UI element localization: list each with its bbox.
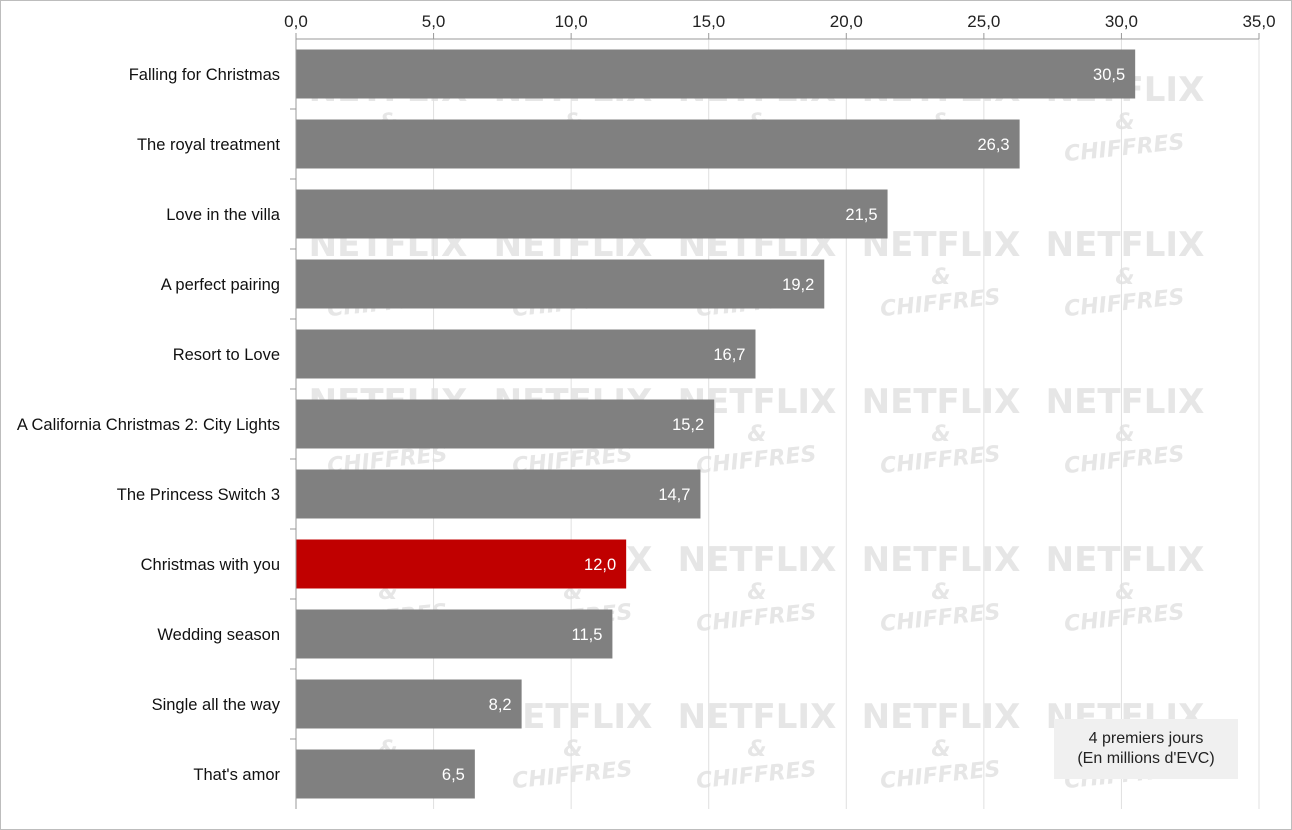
watermark-text: NETFLIX [1046, 382, 1205, 422]
watermark-logo: NETFLIX&CHIFFRES [1046, 225, 1205, 322]
bar [296, 469, 701, 519]
watermark-logo: NETFLIX&CHIFFRES [862, 540, 1021, 637]
watermark-text: CHIFFRES [879, 600, 1002, 637]
x-tick-label: 25,0 [967, 12, 1000, 31]
bars: 30,5 26,3 21,5 19,2 16,7 15,2 14,7 12,0 11,5 8,2 6… [296, 49, 1136, 799]
x-tick-label: 15,0 [692, 12, 725, 31]
data-label: 6,5 [442, 766, 465, 784]
data-label: 30,5 [1093, 66, 1125, 84]
bar [296, 49, 1136, 99]
data-label: 11,5 [572, 626, 603, 644]
data-label: 16,7 [713, 346, 745, 364]
category-label: A perfect pairing [161, 276, 280, 294]
x-tick-label: 30,0 [1105, 12, 1138, 31]
watermark-text: CHIFFRES [695, 600, 818, 637]
bar [296, 329, 756, 379]
watermark-logo: NETFLIX&CHIFFRES [678, 697, 837, 794]
watermark-text: NETFLIX [862, 225, 1021, 265]
watermark-text: NETFLIX [862, 540, 1021, 580]
x-tick-label: 0,0 [284, 12, 308, 31]
bar [296, 259, 825, 309]
watermark-text: CHIFFRES [879, 442, 1002, 479]
axes: 0,0 5,0 10,0 15,0 20,0 25,0 30,0 35,0 Falling fo… [17, 12, 1276, 809]
category-label: The Princess Switch 3 [117, 486, 280, 504]
bar [296, 189, 888, 239]
watermark-text: CHIFFRES [1063, 130, 1186, 167]
data-label: 15,2 [672, 416, 704, 434]
category-label: Love in the villa [166, 206, 281, 224]
bar [296, 679, 522, 729]
bar [296, 399, 715, 449]
watermark-text: NETFLIX [678, 540, 837, 580]
watermark-logo: NETFLIX&CHIFFRES [1046, 540, 1205, 637]
data-label: 26,3 [978, 136, 1010, 154]
bar [296, 749, 475, 799]
category-label: Christmas with you [141, 556, 280, 574]
watermark-text: & [931, 580, 950, 605]
category-label: Falling for Christmas [129, 66, 280, 84]
watermark-text: & [931, 265, 950, 290]
watermark-text: NETFLIX [862, 382, 1021, 422]
note-line-1: 4 premiers jours [1088, 730, 1204, 747]
watermark-text: & [747, 422, 766, 447]
watermark-text: NETFLIX [678, 697, 837, 737]
watermark-text: & [1115, 110, 1134, 135]
x-tick-label: 20,0 [830, 12, 863, 31]
watermark-text: CHIFFRES [695, 757, 818, 794]
x-tick-label: 10,0 [555, 12, 588, 31]
data-label: 8,2 [489, 696, 512, 714]
watermark-text: CHIFFRES [1063, 285, 1186, 322]
watermark-text: CHIFFRES [1063, 600, 1186, 637]
note-line-2: (En millions d'EVC) [1077, 750, 1215, 767]
bar [296, 539, 627, 589]
chart-note: 4 premiers jours (En millions d'EVC) [1054, 719, 1238, 779]
watermark-text: & [1115, 580, 1134, 605]
data-label: 14,7 [658, 486, 690, 504]
watermark-text: & [747, 580, 766, 605]
watermark-text: & [931, 422, 950, 447]
x-tick-label: 35,0 [1242, 12, 1275, 31]
category-label: Resort to Love [173, 346, 280, 364]
watermark-text: & [1115, 422, 1134, 447]
bar [296, 119, 1020, 169]
category-label: Single all the way [152, 696, 281, 714]
watermark-text: NETFLIX [862, 697, 1021, 737]
category-label: The royal treatment [137, 136, 280, 154]
watermark-text: CHIFFRES [511, 757, 634, 794]
watermark-logo: NETFLIX&CHIFFRES [862, 382, 1021, 479]
bar [296, 609, 613, 659]
watermark-text: CHIFFRES [1063, 442, 1186, 479]
data-label: 19,2 [782, 276, 814, 294]
category-label: That's amor [193, 766, 280, 784]
watermark-text: & [747, 737, 766, 762]
data-label: 12,0 [584, 556, 616, 574]
watermark-text: NETFLIX [1046, 225, 1205, 265]
watermark-logo: NETFLIX&CHIFFRES [678, 540, 837, 637]
watermark-text: & [931, 737, 950, 762]
watermark-logo: NETFLIX&CHIFFRES [1046, 382, 1205, 479]
watermark-text: CHIFFRES [879, 285, 1002, 322]
watermark-logo: NETFLIX&CHIFFRES [862, 225, 1021, 322]
category-label: A California Christmas 2: City Lights [17, 416, 280, 434]
watermark-text: & [563, 737, 582, 762]
watermark-text: NETFLIX [1046, 540, 1205, 580]
category-label: Wedding season [157, 626, 280, 644]
watermark-text: CHIFFRES [879, 757, 1002, 794]
watermark-logo: NETFLIX&CHIFFRES [862, 697, 1021, 794]
data-label: 21,5 [845, 206, 877, 224]
watermark-text: & [1115, 265, 1134, 290]
x-tick-label: 5,0 [422, 12, 446, 31]
